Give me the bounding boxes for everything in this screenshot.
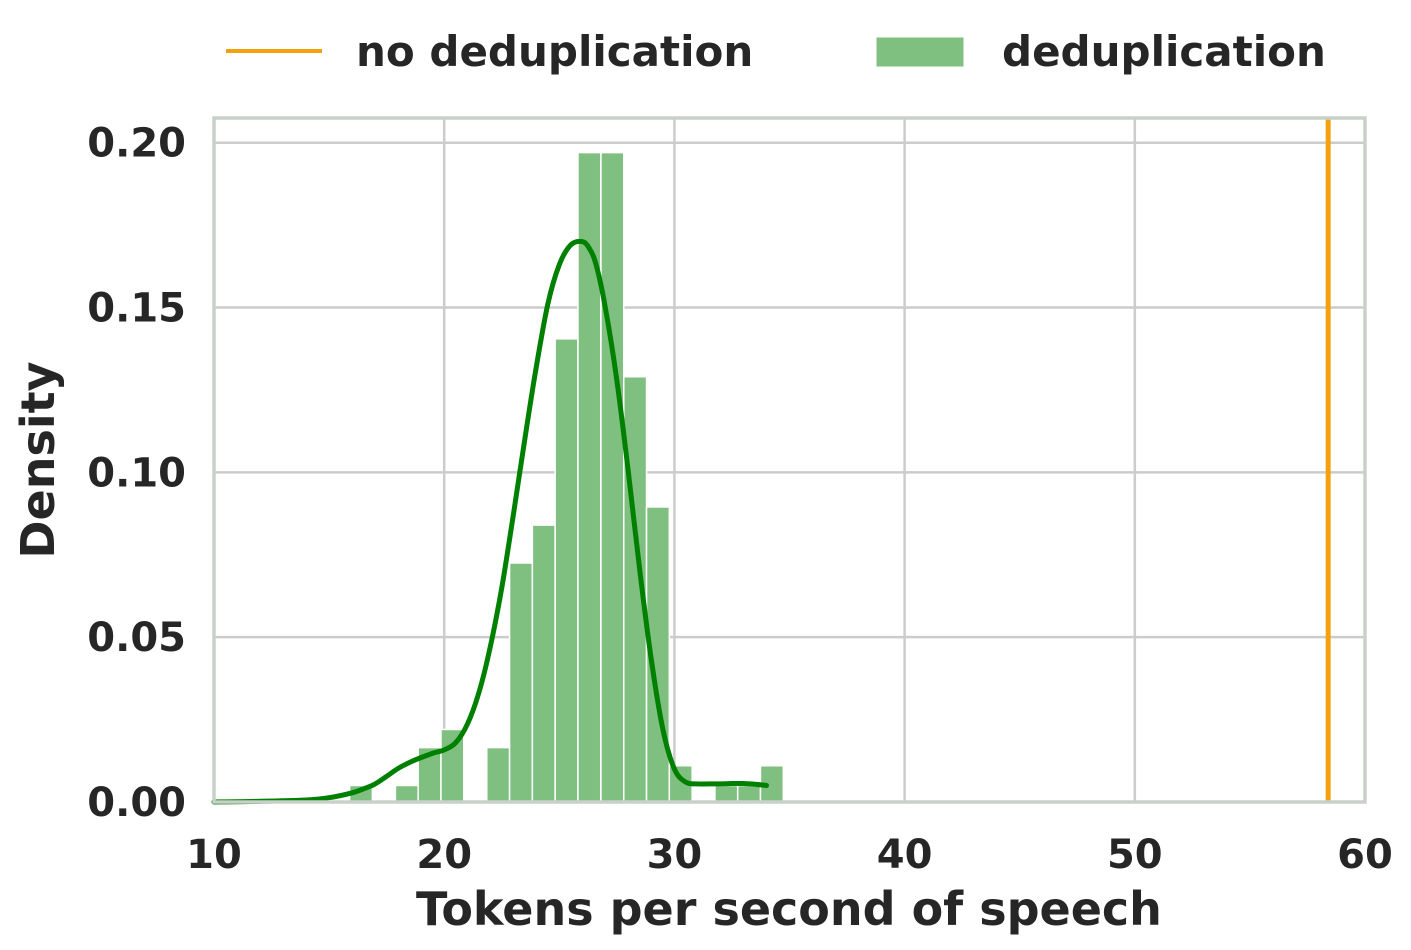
y-axis-label: Density	[11, 361, 65, 558]
histogram-bar	[394, 784, 419, 803]
y-tick-label: 0.05	[87, 615, 186, 661]
x-axis-label: Tokens per second of speech	[416, 882, 1162, 936]
x-tick-label: 10	[186, 832, 242, 878]
kde-curve	[211, 238, 769, 805]
y-tick-label: 0.20	[87, 121, 186, 167]
y-tick-label: 0.00	[87, 780, 186, 826]
histogram-bar	[714, 784, 739, 803]
legend-swatch-dedup	[875, 36, 965, 68]
x-tick-label: 40	[877, 832, 933, 878]
histogram-bar	[600, 151, 625, 803]
histogram-bar	[508, 562, 534, 803]
x-tick-label: 60	[1337, 832, 1393, 878]
legend-label-dedup: deduplication	[1002, 27, 1326, 76]
x-tick-labels: 10 20 30 40 50 60	[186, 832, 1393, 878]
plot-frame	[212, 116, 1367, 804]
histogram-bar	[486, 746, 511, 803]
histogram-bar	[736, 784, 762, 803]
histogram-bar	[554, 338, 579, 803]
histogram-bar	[531, 524, 556, 803]
y-tick-label: 0.15	[87, 286, 186, 332]
legend-label-no-dedup: no deduplication	[356, 27, 753, 76]
y-tick-label: 0.10	[87, 450, 186, 496]
x-tick-label: 30	[647, 832, 703, 878]
legend: no deduplication deduplication	[226, 27, 1326, 76]
x-tick-label: 20	[416, 832, 472, 878]
plot-area	[214, 118, 1365, 802]
x-tick-label: 50	[1107, 832, 1163, 878]
y-tick-labels: 0.00 0.05 0.10 0.15 0.20	[87, 121, 186, 826]
kde-line	[211, 238, 769, 805]
